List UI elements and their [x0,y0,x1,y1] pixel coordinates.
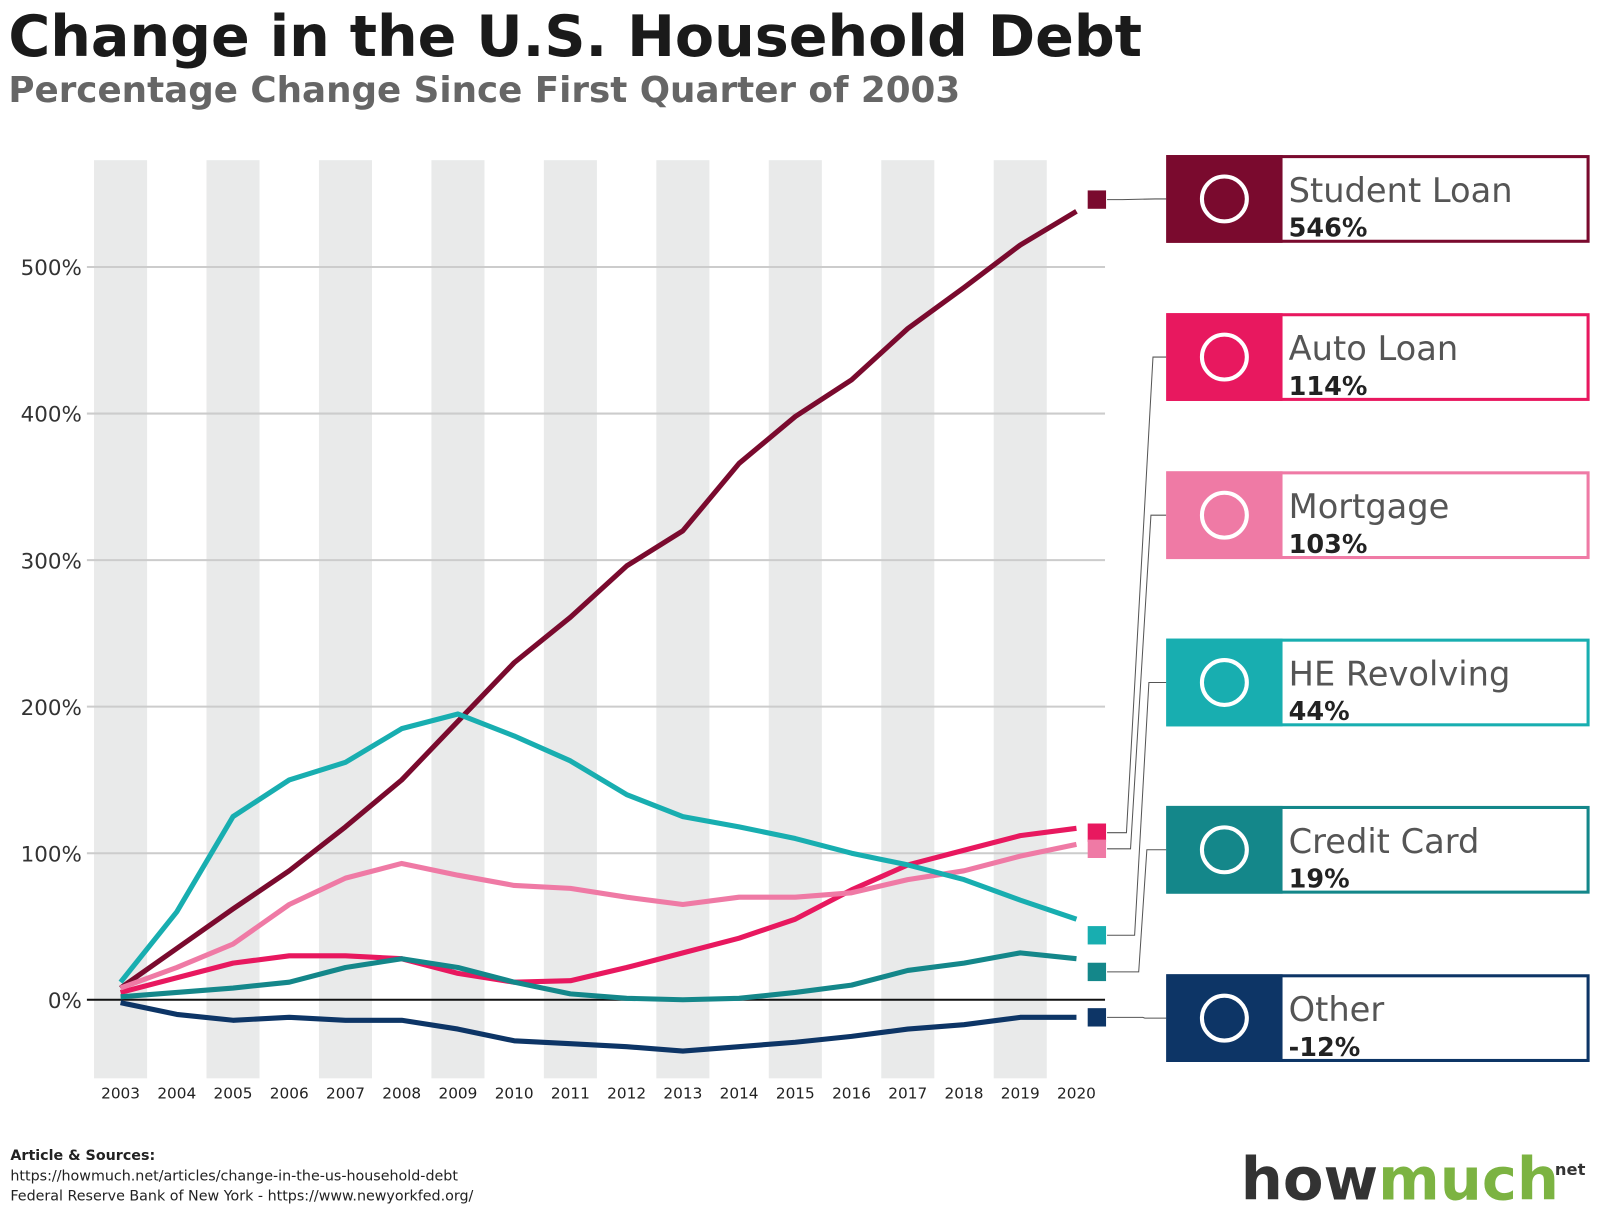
end-marker [1087,839,1107,858]
end-marker [1087,926,1107,945]
legend-icon-glyph [1199,490,1249,540]
legend-icon-glyph [1199,174,1249,224]
legend-name: Auto Loan [1289,329,1459,368]
series-line [119,209,1078,991]
y-tick-label: 500% [21,256,82,281]
series-line [119,841,1077,991]
y-tick-label: 200% [21,696,82,721]
y-tick-label: 300% [21,549,82,574]
x-tick-label: 2012 [607,1085,646,1103]
x-tick-label: 2018 [945,1085,984,1103]
x-tick-label: 2007 [326,1085,365,1103]
legend-icon-glyph [1199,825,1249,875]
legend-icon-glyph [1199,332,1249,382]
y-tick-label: 100% [21,842,82,867]
x-tick-label: 2006 [270,1085,309,1103]
end-marker [1087,190,1107,209]
year-band [94,160,148,1079]
legend-value: 546% [1289,214,1368,244]
year-band [881,160,935,1079]
connector [1107,849,1167,973]
x-tick-label: 2019 [1001,1085,1040,1103]
chart-title: Change in the U.S. Household Debt [8,4,1142,70]
x-tick-label: 2017 [888,1085,927,1103]
legend-icon [1166,471,1283,560]
footer-heading: Article & Sources: [10,1148,155,1164]
legend-name: HE Revolving [1289,655,1511,694]
end-marker [1087,823,1107,842]
x-tick-label: 2005 [214,1085,253,1103]
series-line [120,1000,1077,1054]
year-band [431,160,485,1079]
series-line [118,711,1078,984]
legend-icon [1166,974,1283,1062]
legend-name: Other [1289,990,1385,1029]
x-tick-label: 2011 [551,1085,590,1103]
x-tick-label: 2014 [720,1085,759,1103]
legend-icon-glyph [1199,658,1249,707]
x-tick-label: 2013 [663,1085,702,1103]
x-tick-label: 2009 [438,1085,477,1103]
legend-value: 44% [1289,697,1350,727]
year-band [318,160,373,1079]
x-tick-label: 2008 [382,1085,421,1103]
y-tick-label: 400% [21,403,82,428]
year-band [993,160,1047,1079]
x-tick-label: 2004 [157,1085,196,1103]
legend-value: 114% [1289,372,1368,402]
footer-line: https://howmuch.net/articles/change-in-t… [10,1168,458,1184]
series-line [119,825,1077,995]
x-tick-label: 2010 [495,1085,534,1103]
end-marker [1087,1008,1107,1027]
logo-part: how [1241,1145,1378,1214]
x-tick-label: 2016 [832,1085,871,1103]
legend-icon [1166,805,1283,894]
legend-name: Credit Card [1289,822,1480,861]
legend-name: Student Loan [1289,171,1513,210]
x-tick-label: 2020 [1057,1085,1096,1103]
connector [1107,198,1167,201]
end-marker [1087,962,1107,982]
y-tick-label: 0% [48,989,82,1014]
year-band [768,160,822,1079]
legend-icon [1166,155,1283,243]
logo: howmuch [1241,1145,1559,1214]
year-band [206,160,260,1079]
logo-suffix: net [1555,1160,1586,1179]
x-tick-label: 2015 [776,1085,815,1103]
legend-name: Mortgage [1289,487,1450,526]
legend-icon [1166,313,1283,401]
connector [1107,681,1167,936]
x-tick-label: 2003 [101,1085,140,1103]
legend-icon-glyph [1199,993,1249,1043]
connector [1107,1016,1167,1019]
connector [1107,514,1167,850]
logo-part: much [1378,1145,1559,1214]
legend-value: 19% [1289,865,1350,895]
series-line [120,950,1077,1003]
legend-value: 103% [1289,530,1368,560]
footer-line: Federal Reserve Bank of New York - https… [10,1189,473,1205]
legend-icon [1166,638,1283,727]
legend-value: -12% [1289,1033,1361,1063]
year-band [656,160,710,1079]
chart-subtitle: Percentage Change Since First Quarter of… [8,70,960,111]
connector [1107,356,1167,834]
